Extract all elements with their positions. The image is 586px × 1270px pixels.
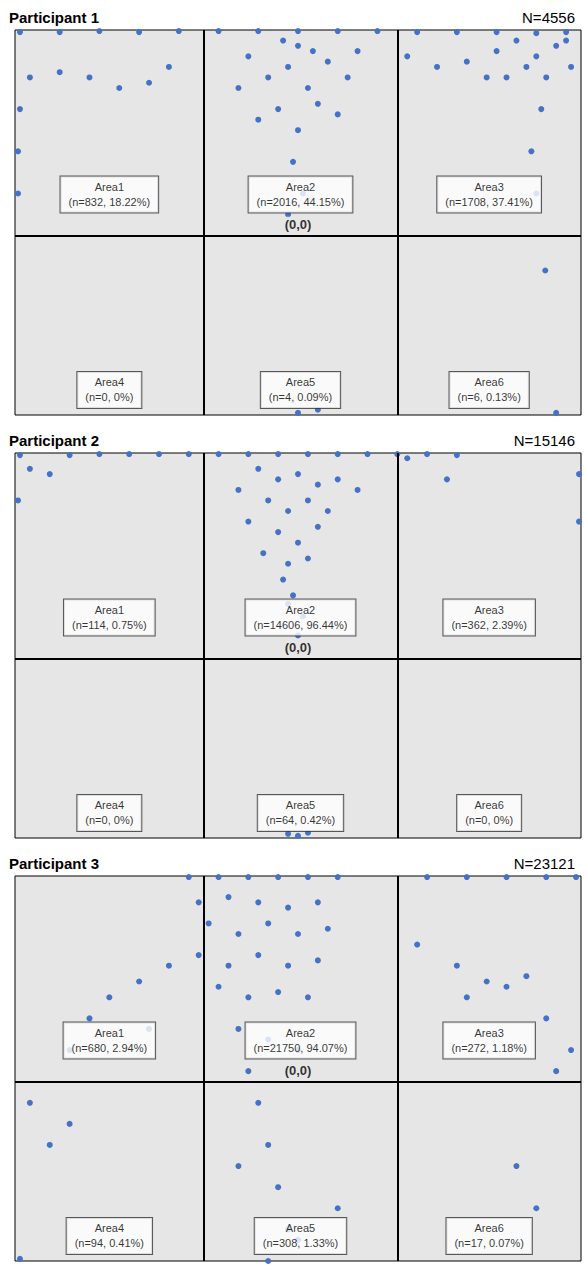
svg-text:(0,0): (0,0) [285, 217, 312, 232]
svg-text:N=23121: N=23121 [514, 855, 575, 872]
svg-text:(n=64, 0.42%): (n=64, 0.42%) [266, 814, 335, 826]
svg-text:(n=0, 0%): (n=0, 0%) [85, 391, 133, 403]
svg-text:(n=14606, 96.44%): (n=14606, 96.44%) [254, 619, 348, 631]
svg-text:(0,0): (0,0) [285, 1063, 312, 1078]
svg-text:Area1: Area1 [95, 1027, 124, 1039]
svg-text:(n=21750, 94.07%): (n=21750, 94.07%) [254, 1042, 348, 1054]
svg-text:(n=2016, 44.15%): (n=2016, 44.15%) [257, 196, 345, 208]
svg-text:(n=272, 1.18%): (n=272, 1.18%) [451, 1042, 527, 1054]
svg-text:(n=114, 0.75%): (n=114, 0.75%) [72, 619, 147, 631]
svg-text:Area1: Area1 [95, 181, 124, 193]
svg-text:Area4: Area4 [95, 1222, 124, 1234]
svg-text:Area2: Area2 [286, 604, 315, 616]
svg-text:Area3: Area3 [474, 181, 503, 193]
svg-text:Area2: Area2 [286, 1027, 315, 1039]
svg-text:Participant 1: Participant 1 [9, 9, 99, 26]
svg-text:N=4556: N=4556 [522, 9, 575, 26]
svg-text:(n=17, 0.07%): (n=17, 0.07%) [454, 1237, 523, 1249]
svg-text:(n=0, 0%): (n=0, 0%) [85, 814, 133, 826]
svg-text:Area6: Area6 [474, 1222, 503, 1234]
svg-text:(n=362, 2.39%): (n=362, 2.39%) [451, 619, 527, 631]
svg-text:(0,0): (0,0) [285, 640, 312, 655]
svg-text:Participant 3: Participant 3 [9, 855, 99, 872]
svg-text:Area4: Area4 [95, 376, 124, 388]
svg-text:Area6: Area6 [474, 799, 503, 811]
svg-text:Area3: Area3 [474, 604, 503, 616]
svg-text:Area1: Area1 [95, 604, 124, 616]
svg-text:Area5: Area5 [286, 799, 315, 811]
svg-text:Area6: Area6 [474, 376, 503, 388]
svg-text:(n=6, 0.13%): (n=6, 0.13%) [458, 391, 521, 403]
svg-text:(n=832, 18.22%): (n=832, 18.22%) [69, 196, 151, 208]
svg-text:Area4: Area4 [95, 799, 124, 811]
svg-text:(n=308, 1.33%): (n=308, 1.33%) [263, 1237, 339, 1249]
svg-text:N=15146: N=15146 [514, 432, 575, 449]
svg-text:Area3: Area3 [474, 1027, 503, 1039]
svg-text:(n=680, 2.94%): (n=680, 2.94%) [72, 1042, 148, 1054]
svg-text:Participant 2: Participant 2 [9, 432, 99, 449]
svg-text:(n=4, 0.09%): (n=4, 0.09%) [269, 391, 332, 403]
svg-text:(n=1708, 37.41%): (n=1708, 37.41%) [445, 196, 533, 208]
svg-text:(n=0, 0%): (n=0, 0%) [465, 814, 513, 826]
svg-text:(n=94, 0.41%): (n=94, 0.41%) [75, 1237, 144, 1249]
svg-text:Area5: Area5 [286, 1222, 315, 1234]
svg-text:Area2: Area2 [286, 181, 315, 193]
svg-text:Area5: Area5 [286, 376, 315, 388]
